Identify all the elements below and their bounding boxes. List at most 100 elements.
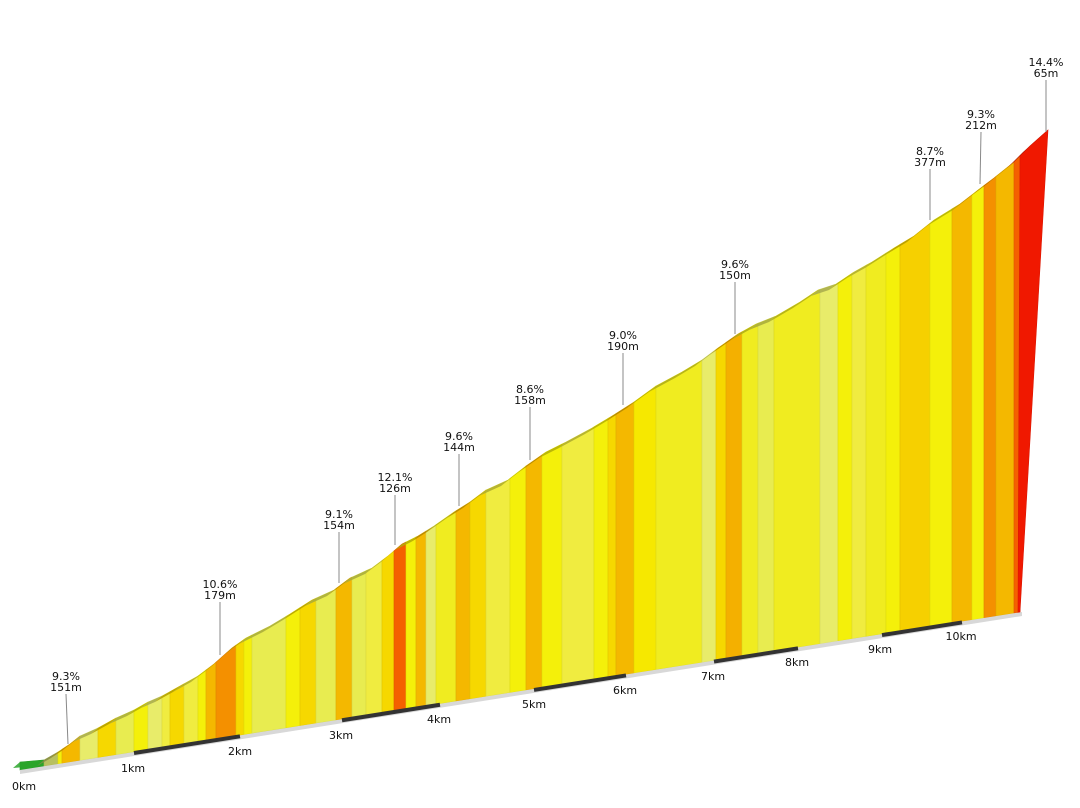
distance-tick-label: 9km — [868, 643, 892, 656]
profile-edge-segment — [447, 502, 470, 518]
distance-tick-label: 10km — [945, 630, 976, 643]
gradient-band — [773, 288, 821, 652]
annotation-length: 377m — [914, 156, 946, 169]
gradient-band — [61, 735, 81, 764]
km-segment — [533, 673, 627, 692]
profile-edge-segment — [865, 248, 894, 268]
annotation-leader-line — [979, 131, 982, 185]
gradient-band — [701, 348, 717, 663]
profile-edge-segment — [127, 702, 148, 716]
gradient-band — [299, 597, 317, 727]
profile-edge-segment — [463, 490, 486, 508]
profile-edge-segment — [501, 466, 526, 486]
gradient-band — [469, 489, 487, 700]
gradient-band — [197, 669, 207, 743]
distance-tick-label: 0km — [12, 780, 36, 793]
profile-edge-segment — [109, 710, 134, 724]
profile-edge-segment — [927, 204, 960, 226]
gradient-band — [951, 194, 973, 624]
gradient-band — [525, 454, 543, 691]
gradient-band — [837, 272, 853, 642]
annotation-gradient: 14.4% — [1029, 56, 1064, 69]
profile-edge-segment — [539, 442, 566, 458]
distance-tick-label: 5km — [522, 698, 546, 711]
profile-edge-segment — [769, 302, 800, 322]
profile-edge-segment — [829, 272, 854, 290]
annotation-gradient: 9.3% — [52, 670, 80, 683]
profile-edge-segment — [479, 480, 508, 496]
profile-edge-segment — [343, 568, 372, 584]
gradient-band — [885, 243, 901, 634]
profile-edge-segment — [327, 578, 350, 596]
annotation-length: 144m — [443, 441, 475, 454]
gradient-band — [971, 184, 985, 621]
profile-edge-segment — [283, 600, 312, 620]
gradient-band — [715, 341, 727, 661]
distance-tick-label: 2km — [228, 745, 252, 758]
profile-edge-segment — [793, 290, 818, 308]
profile-edge-segment — [191, 664, 214, 682]
gradient-band — [285, 607, 301, 729]
annotation-length: 212m — [965, 119, 997, 132]
annotation-length: 158m — [514, 394, 546, 407]
gradient-band — [351, 570, 367, 718]
annotation-length: 151m — [50, 681, 82, 694]
profile-edge-segment — [907, 220, 934, 242]
gradient-band — [235, 638, 245, 737]
km-segment — [133, 734, 241, 755]
profile-edge-segment — [987, 162, 1014, 184]
gradient-band — [899, 222, 931, 632]
distance-ticks: 0km 1km 2km 3km 4km 5km 6km 7km 8km 9km 10km — [12, 630, 977, 793]
profile-edge-segment — [811, 284, 836, 296]
gradient-band — [851, 264, 867, 640]
km-segment — [881, 620, 963, 638]
gradient-band — [819, 282, 839, 645]
profile-top-edge — [13, 130, 1048, 768]
gradient-band — [995, 161, 1015, 617]
gradient-band — [161, 691, 171, 748]
gradient-band — [393, 541, 407, 712]
profile-edge-segment — [365, 556, 388, 574]
profile-edge-segment — [1023, 130, 1048, 152]
annotation-leader-line — [65, 693, 69, 745]
gradient-band — [381, 550, 395, 714]
profile-edge-segment — [37, 752, 58, 766]
gradient-band — [509, 465, 527, 694]
profile-edge-segment — [649, 372, 682, 392]
gradient-band — [485, 477, 511, 697]
profile-edge-segment — [91, 718, 116, 734]
distance-axis — [20, 612, 1022, 774]
profile-edge-segment — [51, 744, 70, 758]
annotation-gradient: 10.6% — [203, 578, 238, 591]
gradient-band — [865, 252, 887, 637]
profile-edge-segment — [73, 728, 98, 742]
gradient-band — [561, 426, 595, 685]
profile-edge-segment — [887, 236, 914, 254]
gradient-bands — [19, 129, 1049, 771]
profile-edge-segment — [731, 324, 756, 340]
annotation-gradient: 12.1% — [378, 471, 413, 484]
gradient-band — [205, 661, 217, 742]
profile-edge-segment — [225, 638, 246, 654]
annotation-gradient: 8.6% — [516, 383, 544, 396]
gradient-band — [215, 644, 237, 740]
profile-edge-segment — [239, 626, 270, 644]
profile-edge-segment — [155, 686, 180, 702]
gradient-band — [757, 316, 775, 654]
gradient-band — [405, 536, 417, 710]
profile-edge-segment — [695, 348, 718, 366]
profile-edge-segment — [1007, 146, 1030, 168]
gradient-band — [243, 634, 253, 736]
gradient-band — [455, 501, 471, 702]
distance-tick-label: 4km — [427, 713, 451, 726]
profile-edge-segment — [585, 416, 612, 434]
gradient-band — [741, 322, 759, 657]
profile-edge-segment — [263, 614, 290, 632]
gradient-band — [335, 576, 353, 721]
profile-edge-segment — [13, 760, 44, 768]
profile-edge-segment — [675, 360, 702, 378]
profile-edge-segment — [953, 190, 978, 210]
gradient-band — [435, 510, 457, 705]
gradient-annotations: 9.3%151m10.6%179m9.1%154m12.1%126m9.6%14… — [50, 56, 1064, 745]
